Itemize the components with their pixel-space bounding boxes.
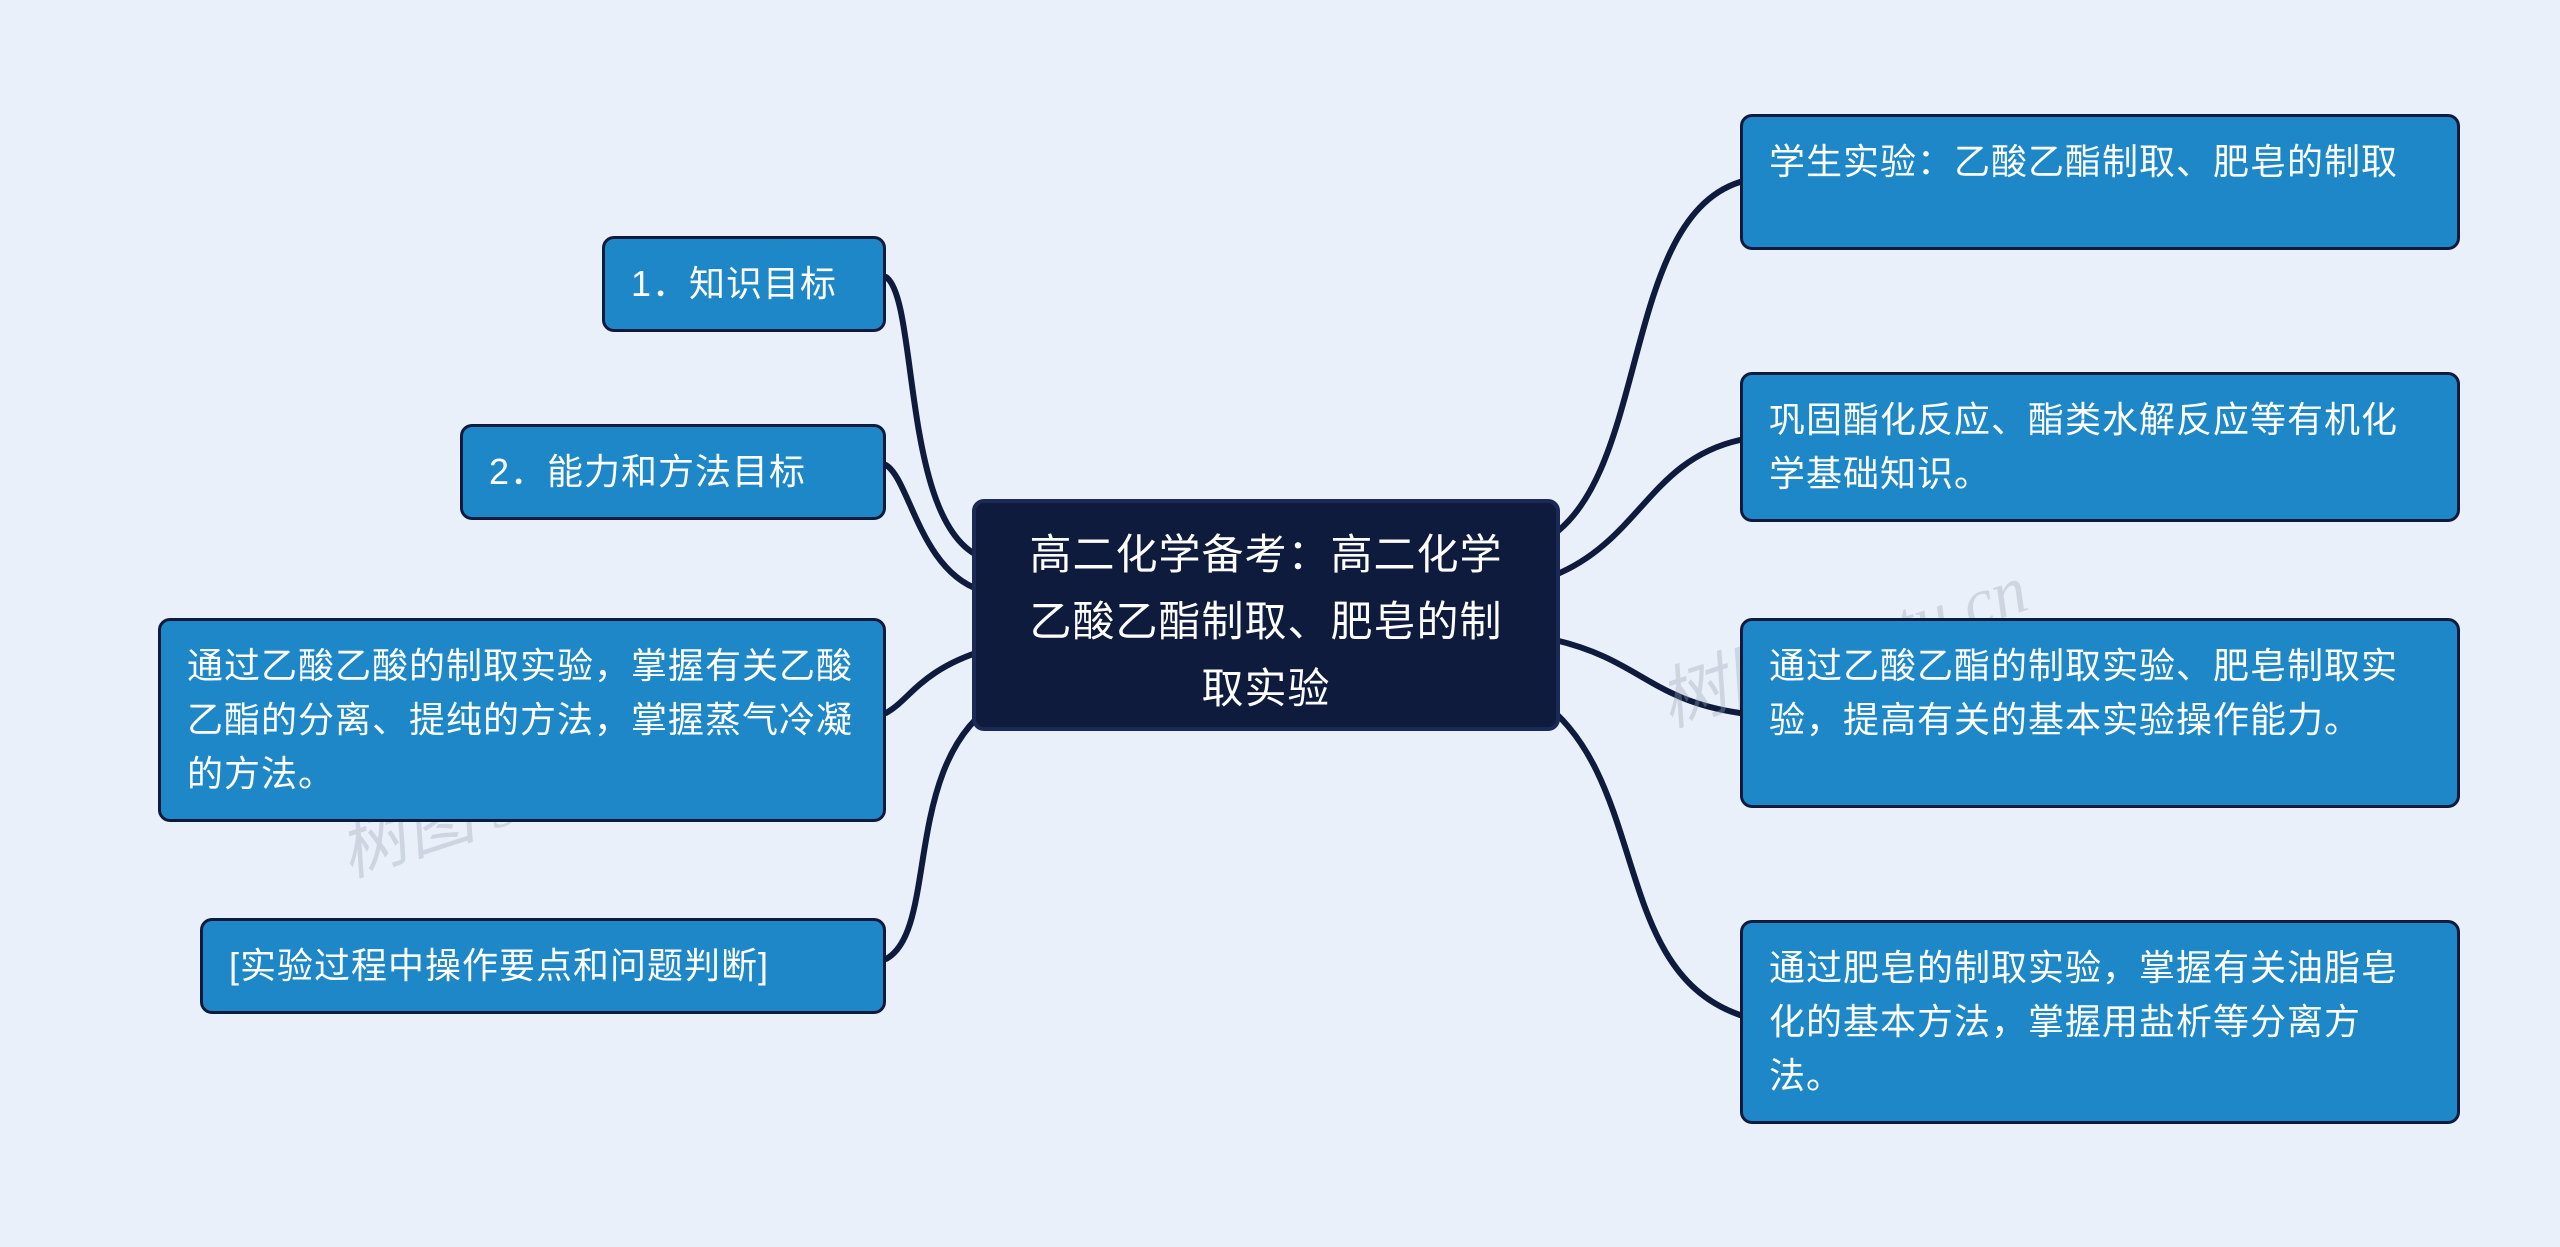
right-node-1: 学生实验：乙酸乙酯制取、肥皂的制取 [1740,114,2460,250]
left-node-3: 通过乙酸乙酸的制取实验，掌握有关乙酸乙酯的分离、提纯的方法，掌握蒸气冷凝的方法。 [158,618,886,822]
left-node-2: 2．能力和方法目标 [460,424,886,520]
right-node-2: 巩固酯化反应、酯类水解反应等有机化学基础知识。 [1740,372,2460,522]
left-node-1: 1．知识目标 [602,236,886,332]
center-node: 高二化学备考：高二化学乙酸乙酯制取、肥皂的制取实验 [972,499,1560,731]
right-node-3: 通过乙酸乙酯的制取实验、肥皂制取实验，提高有关的基本实验操作能力。 [1740,618,2460,808]
left-node-4: [实验过程中操作要点和问题判断] [200,918,886,1014]
right-node-4: 通过肥皂的制取实验，掌握有关油脂皂化的基本方法，掌握用盐析等分离方法。 [1740,920,2460,1124]
